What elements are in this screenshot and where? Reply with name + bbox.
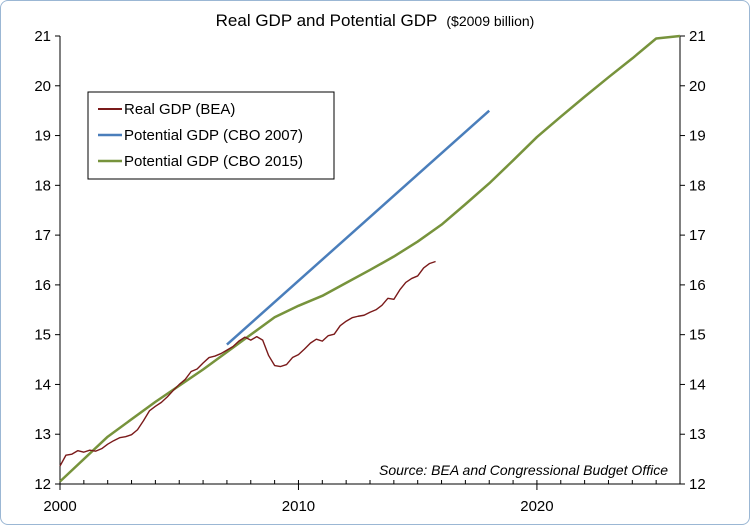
y-tick-label-right: 18 xyxy=(689,177,706,194)
series-line-real-gdp xyxy=(59,260,436,467)
y-tick-label-left: 20 xyxy=(34,78,51,95)
legend-box xyxy=(87,91,335,180)
y-tick-label-left: 13 xyxy=(34,426,51,443)
legend-label-cbo-2015: Potential GDP (CBO 2015) xyxy=(124,153,303,170)
y-tick-label-left: 19 xyxy=(34,128,51,145)
legend-label-cbo-2007: Potential GDP (CBO 2007) xyxy=(124,127,303,144)
chart-title-main: Real GDP and Potential GDP xyxy=(216,11,438,30)
y-tick-label-left: 16 xyxy=(34,277,51,294)
series-line-cbo-2015 xyxy=(59,34,681,483)
source-note: Source: BEA and Congressional Budget Off… xyxy=(379,462,668,478)
y-tick-label-right: 17 xyxy=(689,227,706,244)
x-tick-label: 2010 xyxy=(282,498,315,515)
legend: Real GDP (BEA) Potential GDP (CBO 2007) … xyxy=(87,91,335,180)
y-tick-label-left: 17 xyxy=(34,227,51,244)
y-tick-label-right: 20 xyxy=(689,78,706,95)
y-tick-label-left: 18 xyxy=(34,177,51,194)
series-layer xyxy=(59,34,681,483)
series-line-cbo-2007 xyxy=(226,109,491,346)
legend-label-real-gdp: Real GDP (BEA) xyxy=(124,101,235,118)
y-tick-label-left: 15 xyxy=(34,327,51,344)
y-tick-label-right: 13 xyxy=(689,426,706,443)
x-tick-label: 2020 xyxy=(520,498,553,515)
chart-title-unit: ($2009 billion) xyxy=(446,13,534,29)
y-tick-label-right: 19 xyxy=(689,128,706,145)
y-tick-label-right: 14 xyxy=(689,376,706,393)
chart-title: Real GDP and Potential GDP ($2009 billio… xyxy=(216,11,535,30)
y-tick-label-left: 14 xyxy=(34,376,51,393)
y-tick-label-right: 16 xyxy=(689,277,706,294)
y-tick-label-left: 12 xyxy=(34,476,51,493)
y-tick-label-right: 21 xyxy=(689,28,706,45)
y-tick-label-left: 21 xyxy=(34,28,51,45)
y-tick-label-right: 12 xyxy=(689,476,706,493)
x-tick-label: 2000 xyxy=(43,498,76,515)
y-tick-label-right: 15 xyxy=(689,327,706,344)
